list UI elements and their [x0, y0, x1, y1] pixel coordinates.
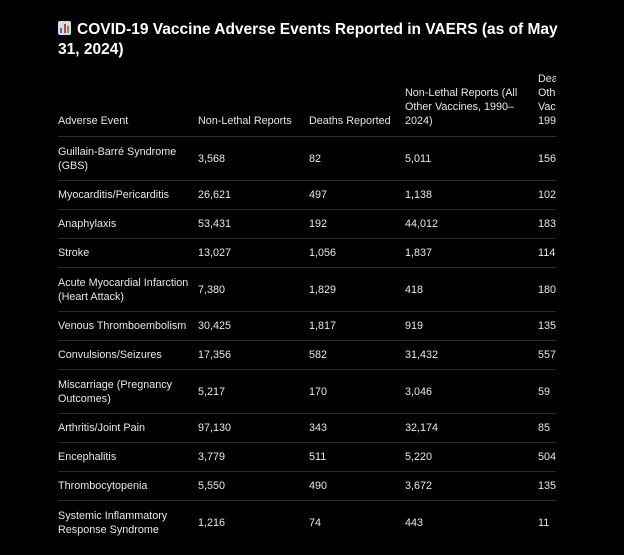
cell-other-deaths: 11 [538, 500, 556, 542]
table-row: Systemic Inflammatory Response Syndrome … [58, 500, 556, 542]
table-row: Encephalitis 3,779 511 5,220 504 [58, 442, 556, 472]
cell-event: Arthritis/Joint Pain [58, 413, 198, 443]
cell-deaths: 170 [309, 369, 405, 414]
cell-other-deaths: 85 [538, 413, 556, 443]
cell-deaths: 490 [309, 471, 405, 501]
table-row: Venous Thromboembolism 30,425 1,817 919 … [58, 311, 556, 341]
cell-deaths: 192 [309, 209, 405, 239]
cell-non-lethal: 53,431 [198, 209, 309, 239]
cell-event: Convulsions/Seizures [58, 340, 198, 370]
cell-other-deaths: 180 [538, 267, 556, 312]
cell-other-non-lethal: 1,837 [405, 238, 538, 268]
cell-deaths: 82 [309, 136, 405, 181]
cell-non-lethal: 5,550 [198, 471, 309, 501]
table-row: Acute Myocardial Infarction (Heart Attac… [58, 267, 556, 312]
cell-other-non-lethal: 3,046 [405, 369, 538, 414]
cell-other-deaths: 135 [538, 311, 556, 341]
cell-event: Myocarditis/Pericarditis [58, 180, 198, 210]
cell-event: Systemic Inflammatory Response Syndrome [58, 500, 198, 542]
cell-deaths: 497 [309, 180, 405, 210]
cell-non-lethal: 5,217 [198, 369, 309, 414]
column-header-deaths-reported: Deaths Reported [309, 72, 405, 137]
cell-other-deaths: 156 [538, 136, 556, 181]
page-title: COVID-19 Vaccine Adverse Events Reported… [58, 20, 558, 60]
cell-other-deaths: 183 [538, 209, 556, 239]
column-header-other-non-lethal: Non-Lethal Reports (All Other Vaccines, … [405, 72, 538, 137]
cell-other-deaths: 557 [538, 340, 556, 370]
cell-non-lethal: 13,027 [198, 238, 309, 268]
table-row: Anaphylaxis 53,431 192 44,012 183 [58, 209, 556, 239]
page-title-text: COVID-19 Vaccine Adverse Events Reported… [58, 21, 558, 58]
cell-non-lethal: 97,130 [198, 413, 309, 443]
column-header-adverse-event: Adverse Event [58, 72, 198, 137]
table-row: Myocarditis/Pericarditis 26,621 497 1,13… [58, 180, 556, 210]
cell-other-deaths: 102 [538, 180, 556, 210]
cell-deaths: 1,817 [309, 311, 405, 341]
cell-other-non-lethal: 32,174 [405, 413, 538, 443]
cell-non-lethal: 17,356 [198, 340, 309, 370]
cell-other-deaths: 114 [538, 238, 556, 268]
cell-other-non-lethal: 919 [405, 311, 538, 341]
table-scroll-container[interactable]: Adverse Event Non-Lethal Reports Deaths … [58, 72, 556, 542]
cell-deaths: 1,829 [309, 267, 405, 312]
table-row: Arthritis/Joint Pain 97,130 343 32,174 8… [58, 413, 556, 443]
cell-non-lethal: 3,568 [198, 136, 309, 181]
bar-chart-icon [58, 21, 71, 35]
cell-event: Venous Thromboembolism [58, 311, 198, 341]
cell-event: Thrombocytopenia [58, 471, 198, 501]
table-row: Convulsions/Seizures 17,356 582 31,432 5… [58, 340, 556, 370]
table-row: Miscarriage (Pregnancy Outcomes) 5,217 1… [58, 369, 556, 414]
column-header-non-lethal-reports: Non-Lethal Reports [198, 72, 309, 137]
cell-deaths: 343 [309, 413, 405, 443]
cell-non-lethal: 1,216 [198, 500, 309, 542]
cell-event: Encephalitis [58, 442, 198, 472]
column-header-other-deaths: Deaths (All Other Vaccines, 1990–2024) [538, 72, 556, 137]
cell-non-lethal: 7,380 [198, 267, 309, 312]
cell-event: Guillain-Barré Syndrome (GBS) [58, 136, 198, 181]
table-row: Thrombocytopenia 5,550 490 3,672 135 [58, 471, 556, 501]
cell-other-non-lethal: 1,138 [405, 180, 538, 210]
cell-non-lethal: 26,621 [198, 180, 309, 210]
cell-other-non-lethal: 418 [405, 267, 538, 312]
cell-deaths: 511 [309, 442, 405, 472]
table-row: Guillain-Barré Syndrome (GBS) 3,568 82 5… [58, 136, 556, 181]
cell-deaths: 74 [309, 500, 405, 542]
cell-other-non-lethal: 5,220 [405, 442, 538, 472]
cell-deaths: 1,056 [309, 238, 405, 268]
cell-other-deaths: 59 [538, 369, 556, 414]
cell-event: Stroke [58, 238, 198, 268]
cell-deaths: 582 [309, 340, 405, 370]
cell-other-non-lethal: 44,012 [405, 209, 538, 239]
cell-other-non-lethal: 31,432 [405, 340, 538, 370]
cell-non-lethal: 3,779 [198, 442, 309, 472]
cell-other-non-lethal: 443 [405, 500, 538, 542]
cell-other-non-lethal: 3,672 [405, 471, 538, 501]
cell-other-deaths: 135 [538, 471, 556, 501]
cell-other-non-lethal: 5,011 [405, 136, 538, 181]
cell-event: Anaphylaxis [58, 209, 198, 239]
table-header-row: Adverse Event Non-Lethal Reports Deaths … [58, 72, 556, 137]
table-row: Stroke 13,027 1,056 1,837 114 [58, 238, 556, 268]
cell-non-lethal: 30,425 [198, 311, 309, 341]
cell-event: Acute Myocardial Infarction (Heart Attac… [58, 267, 198, 312]
cell-other-deaths: 504 [538, 442, 556, 472]
cell-event: Miscarriage (Pregnancy Outcomes) [58, 369, 198, 414]
adverse-events-table: Adverse Event Non-Lethal Reports Deaths … [58, 72, 556, 542]
